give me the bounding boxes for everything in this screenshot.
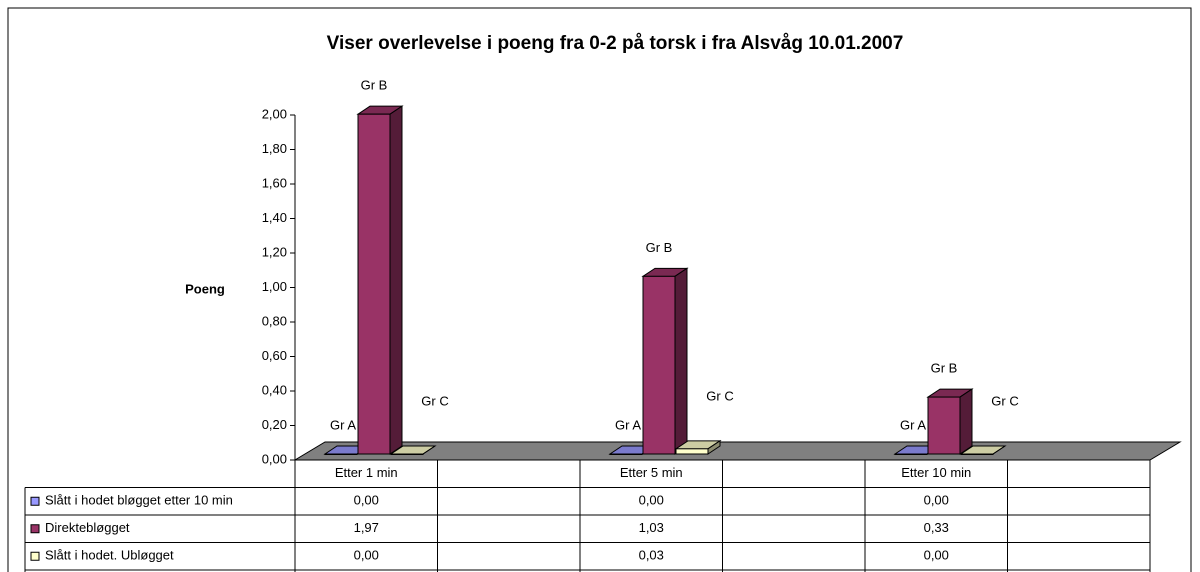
legend-swatch [30,524,40,534]
bar [674,439,722,455]
y-tick-label: 0,40 [262,382,287,397]
table-value: 0,00 [924,548,949,563]
y-tick-label: 1,80 [262,141,287,156]
table-value: 0,00 [354,493,379,508]
data-label: Gr C [991,393,1018,408]
bar-face [927,396,961,455]
table-value: 0,03 [639,548,664,563]
legend-label: Slått i hodet. Ubløgget [45,548,174,563]
data-label: Gr A [900,417,926,432]
y-tick-label: 2,00 [262,106,287,121]
data-label: Gr C [706,388,733,403]
x-tick-label: Etter 5 min [620,465,683,480]
bar-face [675,448,709,455]
bar-face [422,445,436,455]
data-label: Gr B [361,78,388,93]
bar-face [959,388,973,455]
legend-swatch [30,551,40,561]
bar-face [894,453,928,455]
y-tick-label: 1,40 [262,210,287,225]
y-tick-label: 1,20 [262,244,287,259]
y-tick-label: 0,80 [262,313,287,328]
x-tick-label: Etter 10 min [901,465,971,480]
bar [641,267,689,455]
legend-label: Direktebløgget [45,520,130,535]
y-tick-label: 0,00 [262,451,287,466]
chart-title: Viser overlevelse i poeng fra 0-2 på tor… [327,33,904,54]
x-tick-label: Etter 1 min [335,465,398,480]
table-value: 0,33 [924,520,949,535]
table-value: 0,00 [924,493,949,508]
data-label: Gr C [421,393,448,408]
legend-swatch [30,496,40,506]
legend-label: Slått i hodet bløgget etter 10 min [45,493,233,508]
chart-frame [7,7,1192,572]
data-label: Gr B [646,240,673,255]
bar-face [324,453,358,455]
bar-face [609,453,643,455]
bar [389,445,437,455]
bar-face [357,113,391,455]
data-label: Gr A [330,417,356,432]
table-value: 0,00 [354,548,379,563]
data-label: Gr B [931,361,958,376]
bar-face [960,453,994,455]
bar-face [674,267,688,455]
bar-face [992,445,1006,455]
table-value: 1,03 [639,520,664,535]
bar [926,388,974,455]
bar [356,105,404,455]
table-value: 0,00 [639,493,664,508]
y-tick-label: 1,60 [262,175,287,190]
y-axis-label: Poeng [185,281,225,296]
bar-face [389,105,403,455]
data-label: Gr A [615,417,641,432]
bar-face [642,275,676,455]
table-value: 1,97 [354,520,379,535]
bar-face [390,453,424,455]
y-tick-label: 1,00 [262,279,287,294]
y-tick-label: 0,20 [262,417,287,432]
y-tick-label: 0,60 [262,348,287,363]
bar [959,445,1007,455]
